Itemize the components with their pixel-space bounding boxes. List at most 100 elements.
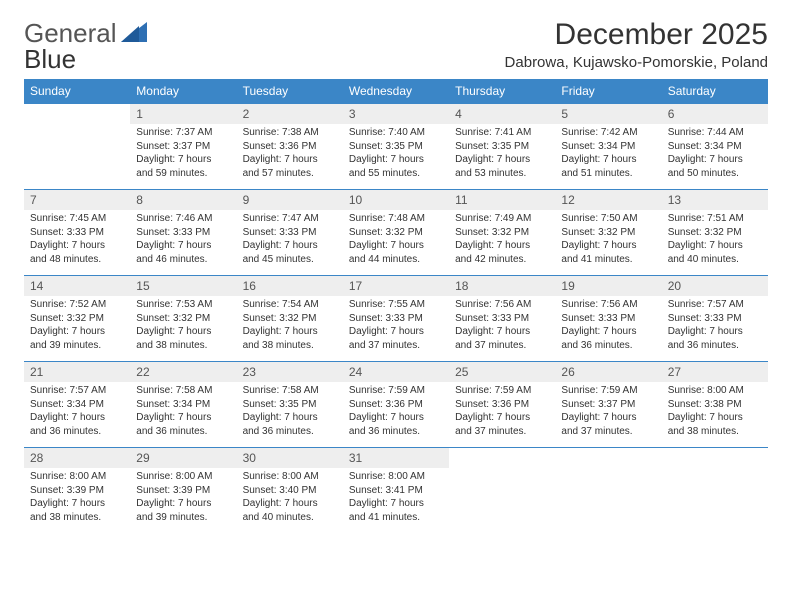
calendar-cell	[662, 448, 768, 534]
weekday-header: Wednesday	[343, 79, 449, 104]
calendar-cell	[24, 104, 130, 190]
sunset-line: Sunset: 3:36 PM	[243, 140, 337, 154]
calendar-week-row: 7Sunrise: 7:45 AMSunset: 3:33 PMDaylight…	[24, 190, 768, 276]
sunset-line: Sunset: 3:33 PM	[243, 226, 337, 240]
day-number: 31	[343, 448, 449, 468]
calendar-body: 1Sunrise: 7:37 AMSunset: 3:37 PMDaylight…	[24, 104, 768, 534]
day-number: 20	[662, 276, 768, 296]
sunset-line: Sunset: 3:36 PM	[455, 398, 549, 412]
daylight-line: Daylight: 7 hours and 36 minutes.	[349, 411, 443, 438]
calendar-cell: 18Sunrise: 7:56 AMSunset: 3:33 PMDayligh…	[449, 276, 555, 362]
brand-logo-line2: Blue	[24, 44, 76, 75]
day-body: Sunrise: 7:57 AMSunset: 3:34 PMDaylight:…	[24, 382, 130, 442]
daylight-line: Daylight: 7 hours and 37 minutes.	[455, 411, 549, 438]
daylight-line: Daylight: 7 hours and 39 minutes.	[136, 497, 230, 524]
day-body: Sunrise: 7:48 AMSunset: 3:32 PMDaylight:…	[343, 210, 449, 270]
calendar-week-row: 21Sunrise: 7:57 AMSunset: 3:34 PMDayligh…	[24, 362, 768, 448]
calendar-cell: 2Sunrise: 7:38 AMSunset: 3:36 PMDaylight…	[237, 104, 343, 190]
day-number: 15	[130, 276, 236, 296]
day-body: Sunrise: 7:52 AMSunset: 3:32 PMDaylight:…	[24, 296, 130, 356]
calendar-cell: 17Sunrise: 7:55 AMSunset: 3:33 PMDayligh…	[343, 276, 449, 362]
weekday-header: Tuesday	[237, 79, 343, 104]
sunrise-line: Sunrise: 8:00 AM	[30, 470, 124, 484]
daylight-line: Daylight: 7 hours and 41 minutes.	[349, 497, 443, 524]
sunset-line: Sunset: 3:38 PM	[668, 398, 762, 412]
day-number: 5	[555, 104, 661, 124]
page-header: General December 2025 Dabrowa, Kujawsko-…	[24, 18, 768, 71]
sunrise-line: Sunrise: 7:47 AM	[243, 212, 337, 226]
day-body: Sunrise: 7:37 AMSunset: 3:37 PMDaylight:…	[130, 124, 236, 184]
daylight-line: Daylight: 7 hours and 59 minutes.	[136, 153, 230, 180]
calendar-cell: 31 Sunrise: 8:00 AMSunset: 3:41 PMDayligh…	[343, 448, 449, 534]
calendar-cell: 6Sunrise: 7:44 AMSunset: 3:34 PMDaylight…	[662, 104, 768, 190]
sunset-line: Sunset: 3:39 PM	[136, 484, 230, 498]
sunset-line: Sunset: 3:34 PM	[30, 398, 124, 412]
calendar-cell: 4Sunrise: 7:41 AMSunset: 3:35 PMDaylight…	[449, 104, 555, 190]
calendar-table: SundayMondayTuesdayWednesdayThursdayFrid…	[24, 79, 768, 534]
day-body: Sunrise: 7:58 AMSunset: 3:35 PMDaylight:…	[237, 382, 343, 442]
calendar-cell: 30Sunrise: 8:00 AMSunset: 3:40 PMDayligh…	[237, 448, 343, 534]
sunset-line: Sunset: 3:32 PM	[561, 226, 655, 240]
sunset-line: Sunset: 3:35 PM	[243, 398, 337, 412]
day-body: Sunrise: 7:40 AMSunset: 3:35 PMDaylight:…	[343, 124, 449, 184]
sunrise-line: Sunrise: 7:37 AM	[136, 126, 230, 140]
calendar-cell: 11 Sunrise: 7:49 AMSunset: 3:32 PMDayligh…	[449, 190, 555, 276]
sunrise-line: Sunrise: 8:00 AM	[136, 470, 230, 484]
day-body: Sunrise: 7:54 AMSunset: 3:32 PMDaylight:…	[237, 296, 343, 356]
calendar-cell: 9Sunrise: 7:47 AMSunset: 3:33 PMDaylight…	[237, 190, 343, 276]
calendar-cell: 13Sunrise: 7:51 AMSunset: 3:32 PMDayligh…	[662, 190, 768, 276]
calendar-cell: 23Sunrise: 7:58 AMSunset: 3:35 PMDayligh…	[237, 362, 343, 448]
day-number: 14	[24, 276, 130, 296]
day-number: 29	[130, 448, 236, 468]
sunrise-line: Sunrise: 7:59 AM	[561, 384, 655, 398]
sunrise-line: Sunrise: 7:48 AM	[349, 212, 443, 226]
day-body: Sunrise: 7:59 AMSunset: 3:36 PMDaylight:…	[343, 382, 449, 442]
sunset-line: Sunset: 3:32 PM	[349, 226, 443, 240]
daylight-line: Daylight: 7 hours and 45 minutes.	[243, 239, 337, 266]
sunset-line: Sunset: 3:41 PM	[349, 484, 443, 498]
sunset-line: Sunset: 3:32 PM	[455, 226, 549, 240]
sunset-line: Sunset: 3:39 PM	[30, 484, 124, 498]
month-title: December 2025	[505, 18, 768, 52]
calendar-cell: 24Sunrise: 7:59 AMSunset: 3:36 PMDayligh…	[343, 362, 449, 448]
sunrise-line: Sunrise: 7:45 AM	[30, 212, 124, 226]
calendar-week-row: 14Sunrise: 7:52 AMSunset: 3:32 PMDayligh…	[24, 276, 768, 362]
day-number: 22	[130, 362, 236, 382]
day-number: 30	[237, 448, 343, 468]
calendar-cell: 28Sunrise: 8:00 AMSunset: 3:39 PMDayligh…	[24, 448, 130, 534]
sunrise-line: Sunrise: 7:38 AM	[243, 126, 337, 140]
daylight-line: Daylight: 7 hours and 36 minutes.	[668, 325, 762, 352]
daylight-line: Daylight: 7 hours and 42 minutes.	[455, 239, 549, 266]
day-number: 11	[449, 190, 555, 210]
sunrise-line: Sunrise: 7:57 AM	[668, 298, 762, 312]
sunrise-line: Sunrise: 8:00 AM	[349, 470, 443, 484]
calendar-cell: 21Sunrise: 7:57 AMSunset: 3:34 PMDayligh…	[24, 362, 130, 448]
sunrise-line: Sunrise: 7:57 AM	[30, 384, 124, 398]
sunrise-line: Sunrise: 8:00 AM	[243, 470, 337, 484]
day-body: Sunrise: 7:46 AMSunset: 3:33 PMDaylight:…	[130, 210, 236, 270]
calendar-cell: 27Sunrise: 8:00 AMSunset: 3:38 PMDayligh…	[662, 362, 768, 448]
calendar-cell: 16Sunrise: 7:54 AMSunset: 3:32 PMDayligh…	[237, 276, 343, 362]
daylight-line: Daylight: 7 hours and 38 minutes.	[136, 325, 230, 352]
sunset-line: Sunset: 3:36 PM	[349, 398, 443, 412]
day-number: 23	[237, 362, 343, 382]
calendar-cell: 10Sunrise: 7:48 AMSunset: 3:32 PMDayligh…	[343, 190, 449, 276]
sunrise-line: Sunrise: 7:49 AM	[455, 212, 549, 226]
weekday-header: Sunday	[24, 79, 130, 104]
weekday-row: SundayMondayTuesdayWednesdayThursdayFrid…	[24, 79, 768, 104]
day-number: 18	[449, 276, 555, 296]
sunset-line: Sunset: 3:37 PM	[136, 140, 230, 154]
daylight-line: Daylight: 7 hours and 38 minutes.	[243, 325, 337, 352]
calendar-cell	[555, 448, 661, 534]
sunrise-line: Sunrise: 7:58 AM	[243, 384, 337, 398]
day-number: 19	[555, 276, 661, 296]
calendar-cell: 14Sunrise: 7:52 AMSunset: 3:32 PMDayligh…	[24, 276, 130, 362]
daylight-line: Daylight: 7 hours and 37 minutes.	[349, 325, 443, 352]
day-number: 24	[343, 362, 449, 382]
calendar-cell: 19Sunrise: 7:56 AMSunset: 3:33 PMDayligh…	[555, 276, 661, 362]
day-number: 16	[237, 276, 343, 296]
sunrise-line: Sunrise: 7:59 AM	[349, 384, 443, 398]
weekday-header: Monday	[130, 79, 236, 104]
sunrise-line: Sunrise: 7:42 AM	[561, 126, 655, 140]
calendar-cell: 15Sunrise: 7:53 AMSunset: 3:32 PMDayligh…	[130, 276, 236, 362]
